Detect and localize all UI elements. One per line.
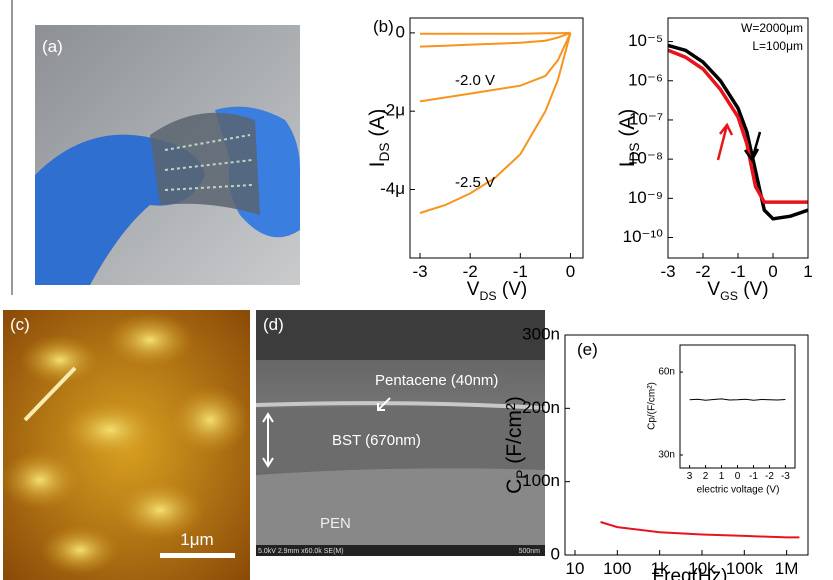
sem-scale: 500nm (519, 548, 541, 555)
axis-title-part: (V) (497, 279, 528, 300)
x-tick-label: 2 (703, 471, 709, 482)
y-tick-label: 10⁻⁶ (628, 70, 663, 89)
axis-title-part: DS (627, 143, 642, 162)
y-tick-label: 30n (658, 450, 675, 461)
photo-a: (a) (35, 25, 300, 285)
afm-image: (c) 1μm (0, 310, 250, 580)
data-line (668, 45, 808, 218)
x-tick-label: -3 (660, 262, 675, 281)
y-tick-label: 10⁻⁵ (628, 31, 663, 50)
y-tick-label: 300n (522, 324, 560, 343)
x-tick-label: 1M (775, 559, 799, 578)
panel-label: (b) (373, 17, 394, 36)
axis-title: IDS (A) (616, 109, 643, 168)
axis-title: CP (F/cm²) (503, 396, 530, 494)
data-line (420, 33, 571, 34)
data-line (420, 33, 571, 213)
annotation: -2.0 V (455, 72, 495, 89)
axis-title: VGS (V) (707, 279, 768, 303)
annotation: BST (670nm) (332, 432, 421, 449)
y-tick-label: 200n (522, 398, 560, 417)
annotation: W=2000μm (741, 21, 803, 35)
panel-label: (d) (263, 315, 284, 334)
plot-frame (410, 18, 583, 258)
axis-title-part: DS (377, 143, 392, 162)
x-tick-label: 100 (603, 559, 631, 578)
x-tick-label: 10 (566, 559, 585, 578)
axis-title: VDS (V) (467, 279, 527, 303)
axis-title-part: (V) (738, 279, 769, 300)
y-tick-label: 60n (658, 367, 675, 378)
figure: (a) (c) 1μm (d) Pentacene (40nm) BST (67… (0, 0, 833, 580)
annotation: PEN (320, 515, 351, 532)
axis-title: IDS (A) (366, 109, 393, 168)
axis-title-part: (F/cm²) (503, 396, 526, 469)
x-tick-label: 0 (768, 262, 777, 281)
annotation: Pentacene (40nm) (375, 372, 498, 389)
data-line (420, 33, 571, 47)
data-line (601, 522, 800, 537)
panel-label: (c) (10, 315, 30, 334)
sem-info: 5.0kV 2.9mm x60.0k SE(M) (258, 548, 344, 555)
inset-background (680, 345, 795, 468)
axis-title-part: V (467, 279, 480, 300)
axis-title-part: (A) (366, 109, 389, 143)
x-tick-label: 3 (687, 471, 693, 482)
annotation: -2.5 V (455, 174, 495, 191)
x-tick-label: -2 (765, 471, 774, 482)
y-tick-label: 10⁻⁹ (628, 188, 663, 207)
scale-bar-label: 1μm (180, 530, 213, 549)
annotation: L=100μm (752, 39, 803, 53)
data-line (668, 50, 808, 202)
x-tick-label: -3 (412, 262, 427, 281)
axis-title: Freq(Hz) (653, 566, 728, 580)
panel-label: (e) (577, 340, 598, 359)
axis-title-part: (A) (616, 109, 639, 143)
x-tick-label: -1 (749, 471, 758, 482)
axis-title-part: V (707, 279, 720, 300)
y-tick-label: 0 (551, 544, 560, 563)
y-tick-label: 0 (396, 22, 405, 41)
x-tick-label: 0 (566, 262, 575, 281)
x-tick-label: 100k (726, 559, 763, 578)
x-tick-label: 1 (803, 262, 812, 281)
axis-title-part: GS (720, 289, 738, 303)
axis-title-part: P (514, 470, 529, 479)
arrow (718, 125, 732, 160)
x-tick-label: 0 (735, 471, 741, 482)
y-tick-label: -4μ (380, 179, 405, 198)
axis-title-part: DS (479, 289, 496, 303)
x-tick-label: 1 (719, 471, 725, 482)
axis-title: Cp/(F/cm²) (647, 382, 658, 430)
y-tick-label: 10⁻¹⁰ (623, 227, 664, 246)
panel-label: (a) (42, 37, 63, 56)
x-tick-label: -3 (781, 471, 790, 482)
axis-title-part: C (503, 479, 526, 494)
axis-title: electric voltage (V) (697, 485, 780, 496)
